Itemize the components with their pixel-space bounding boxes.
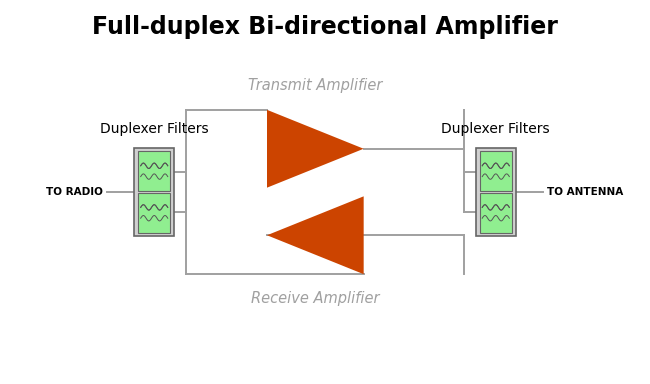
Polygon shape: [267, 196, 363, 274]
Polygon shape: [267, 110, 363, 188]
Text: TO RADIO: TO RADIO: [46, 187, 103, 197]
Text: Receive Amplifier: Receive Amplifier: [251, 291, 380, 306]
Text: TO ANTENNA: TO ANTENNA: [547, 187, 623, 197]
Text: Duplexer Filters: Duplexer Filters: [441, 122, 550, 136]
Bar: [138, 193, 170, 233]
Bar: [138, 151, 170, 191]
Bar: [135, 148, 174, 236]
Text: Duplexer Filters: Duplexer Filters: [100, 122, 209, 136]
Bar: [480, 151, 512, 191]
Bar: [476, 148, 515, 236]
Text: Full-duplex Bi-directional Amplifier: Full-duplex Bi-directional Amplifier: [92, 15, 558, 39]
Text: Transmit Amplifier: Transmit Amplifier: [248, 78, 382, 93]
Bar: [480, 193, 512, 233]
